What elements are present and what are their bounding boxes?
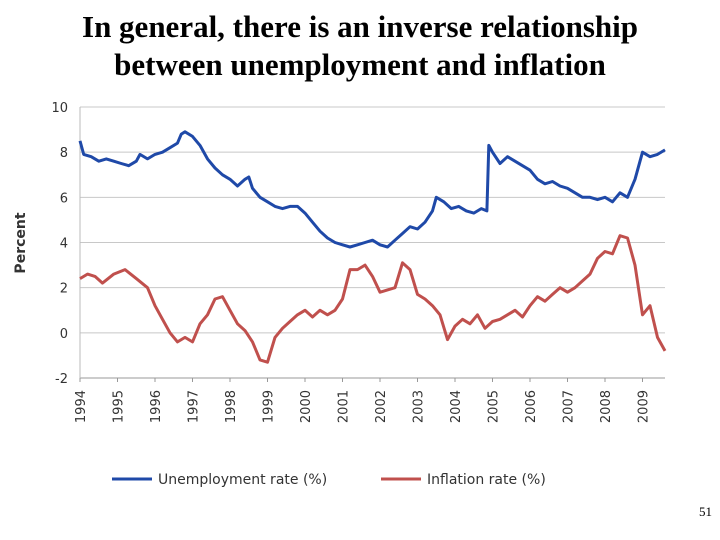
- y-tick-label: -2: [55, 372, 68, 387]
- slide-title-line-2: between unemployment and inflation: [114, 47, 606, 82]
- y-tick-label: 0: [60, 327, 68, 342]
- unemployment-series-line: [78, 130, 666, 249]
- slide-title-line-1: In general, there is an inverse relation…: [82, 9, 638, 44]
- y-tick-label: 10: [51, 101, 68, 116]
- inflation-series-line: [79, 234, 667, 364]
- legend-unemployment-label: Unemployment rate (%): [158, 472, 327, 488]
- x-tick-label: 1994: [74, 390, 89, 423]
- x-tick-label: 2005: [487, 390, 502, 423]
- x-tick-label: 2006: [524, 390, 539, 423]
- x-tick-label: 2000: [299, 390, 314, 423]
- x-tick-label: 2003: [412, 390, 427, 423]
- x-tick-label: 2008: [599, 390, 614, 423]
- y-tick-label: 6: [60, 191, 68, 206]
- x-tick-label: 2009: [637, 390, 652, 423]
- x-tick-label: 1997: [187, 390, 202, 423]
- x-tick-label: 2007: [562, 390, 577, 423]
- x-tick-label: 1999: [262, 390, 277, 423]
- slide-number: 51: [699, 504, 712, 519]
- x-tick-label: 2001: [337, 390, 352, 423]
- x-tick-label: 2004: [449, 390, 464, 423]
- x-tick-label: 1996: [149, 390, 164, 423]
- x-tick-label: 1998: [224, 390, 239, 423]
- x-tick-label: 1995: [112, 390, 127, 423]
- legend-inflation-label: Inflation rate (%): [427, 472, 546, 488]
- y-tick-label: 8: [60, 146, 68, 161]
- y-tick-label: 2: [60, 282, 68, 297]
- x-tick-label: 2002: [374, 390, 389, 423]
- y-tick-label: 4: [60, 237, 68, 252]
- y-axis-label: Percent: [13, 212, 29, 273]
- slide-title: In general, there is an inverse relation…: [0, 8, 720, 84]
